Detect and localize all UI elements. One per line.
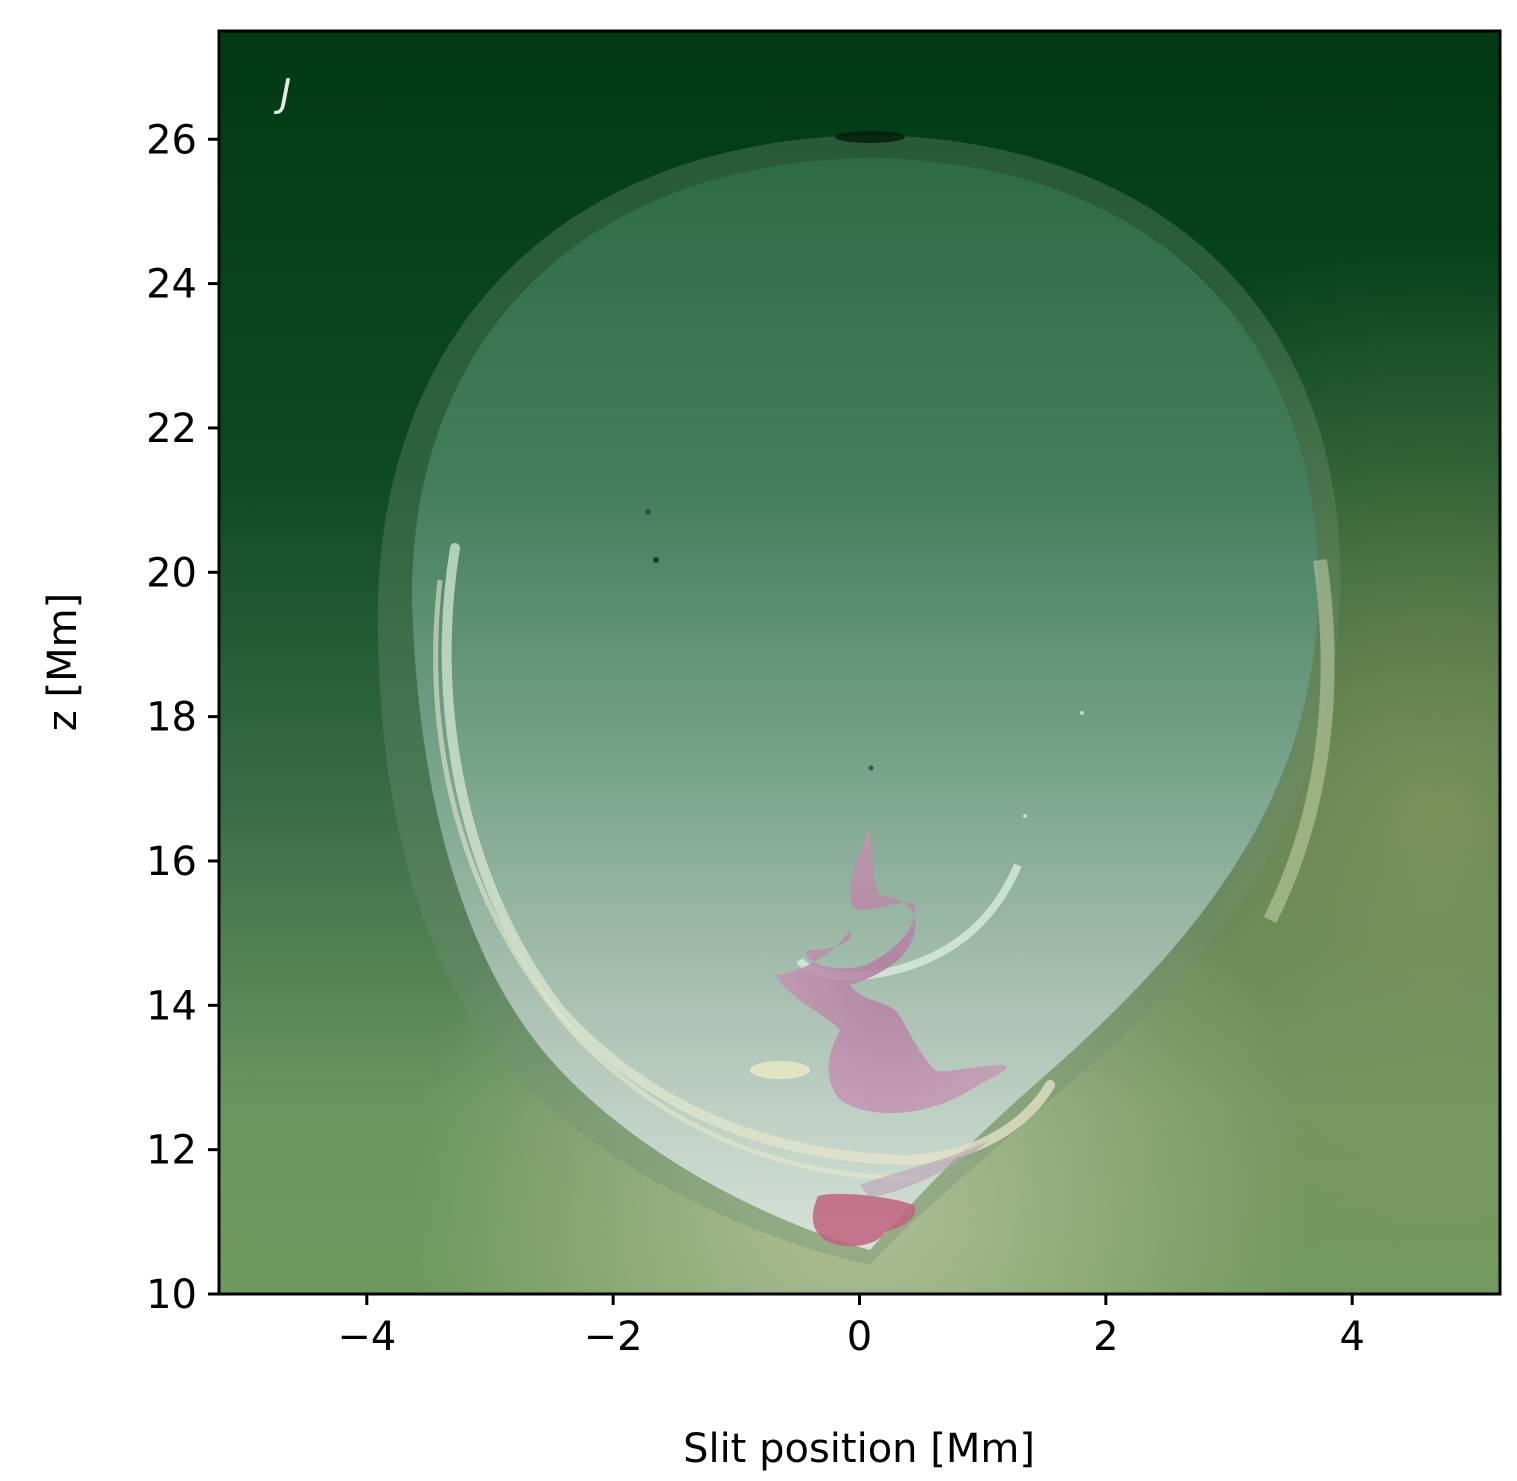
y-tick-label: 16	[146, 839, 197, 885]
y-tick-label: 18	[146, 695, 197, 741]
x-tick-label: 0	[847, 1314, 872, 1360]
x-tick-label: 4	[1339, 1314, 1364, 1360]
x-tick-label: −4	[337, 1314, 396, 1360]
y-tick-label: 22	[146, 406, 197, 452]
y-axis-label: z [Mm]	[40, 593, 86, 731]
pink-feature	[775, 828, 1007, 1114]
y-tick-label: 14	[146, 983, 197, 1029]
red-feature	[812, 1193, 916, 1247]
x-tick-label: 2	[1093, 1314, 1118, 1360]
x-tick-label: −2	[584, 1314, 643, 1360]
y-tick-label: 12	[146, 1128, 197, 1174]
x-axis-label: Slit position [Mm]	[683, 1426, 1035, 1472]
y-tick-label: 10	[146, 1272, 197, 1318]
x-axis: −4 −2 0 2 4	[337, 1294, 1365, 1360]
y-tick-label: 24	[146, 262, 197, 308]
y-axis: 10 12 14 16 18 20 22 24 26	[146, 117, 219, 1318]
y-tick-label: 20	[146, 550, 197, 596]
y-tick-label: 26	[146, 117, 197, 163]
heatmap-image	[219, 31, 1500, 1294]
bubble-region	[411, 158, 1319, 1250]
